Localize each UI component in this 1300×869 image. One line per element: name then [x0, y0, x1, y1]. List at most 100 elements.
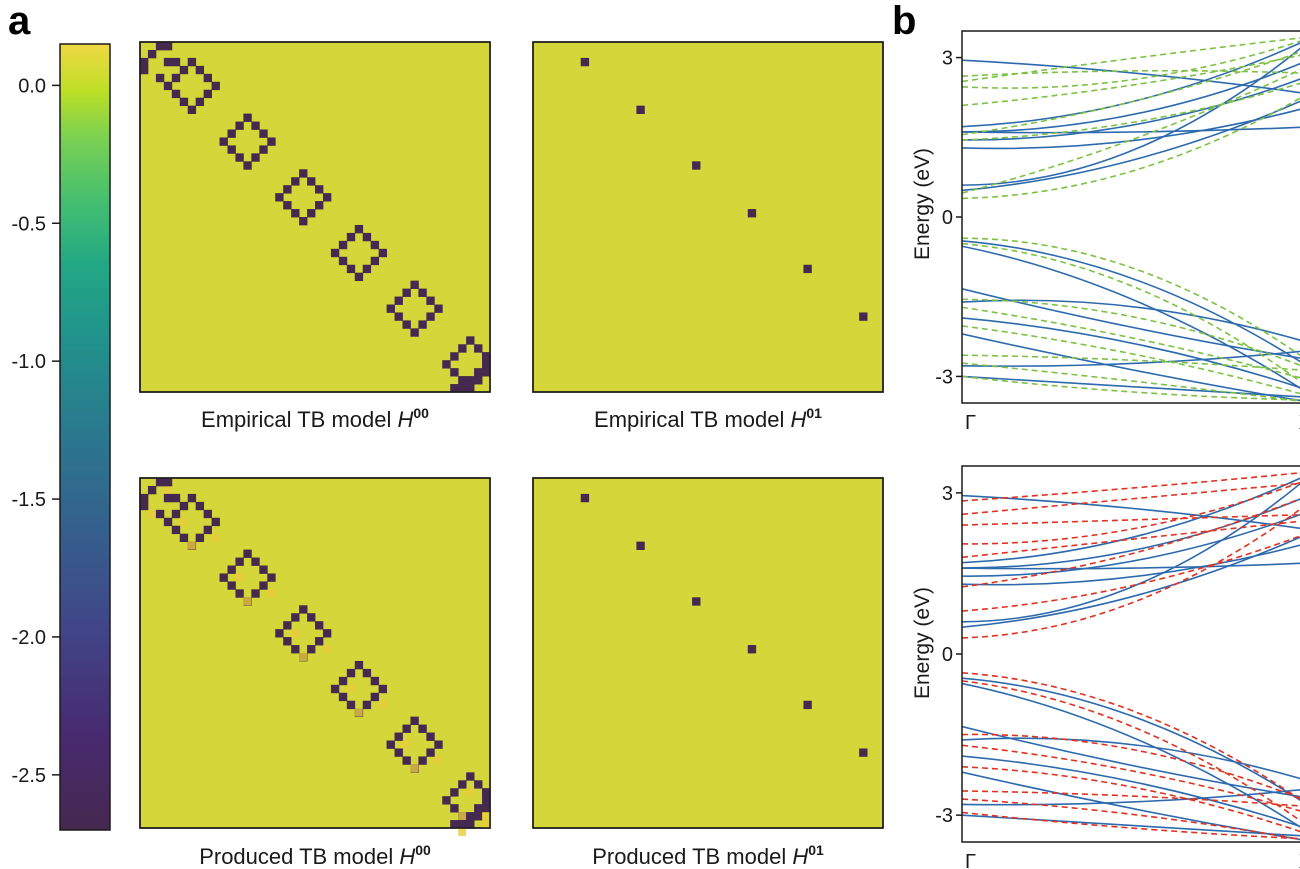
heatmap-cell	[259, 145, 268, 154]
heatmap-cell	[346, 232, 356, 242]
heatmap-cell	[450, 352, 459, 361]
heatmap-cell	[259, 565, 268, 574]
heatmap-cell	[155, 509, 165, 519]
heatmap-cell	[251, 557, 260, 566]
heatmap-cell	[227, 145, 236, 154]
heatmap-noise-cell	[243, 597, 252, 606]
heatmap-cell	[426, 732, 435, 741]
heatmap-cell	[195, 97, 205, 107]
heatmap-cell	[195, 533, 205, 543]
heatmap-cell	[482, 360, 491, 369]
band-line-reference	[962, 682, 1300, 828]
heatmap-cell	[474, 376, 483, 385]
heatmap-cell	[346, 668, 356, 678]
heatmap-cell	[251, 121, 260, 130]
band-ytick-label: 0	[942, 207, 953, 229]
heatmap-cell	[346, 264, 356, 274]
heatmap-cell	[426, 312, 435, 321]
heatmap-cell	[474, 368, 483, 377]
heatmap-cell	[187, 57, 197, 67]
heatmap-noise-cell	[147, 509, 156, 518]
heatmap-cell	[171, 89, 181, 99]
heatmap-cell	[163, 42, 173, 51]
heatmap-cell	[803, 264, 812, 274]
heatmap-cell	[450, 368, 459, 377]
band-line-model	[962, 40, 1300, 89]
heatmap-cell	[203, 525, 212, 535]
heatmap-cell	[259, 129, 268, 138]
heatmap-cell	[426, 296, 435, 305]
heatmap-cell	[147, 485, 157, 495]
band-line-model	[962, 82, 1300, 141]
heatmap-cell	[338, 692, 348, 702]
heatmap-cell	[474, 344, 483, 353]
heatmap-cell	[203, 509, 212, 519]
heatmap-cell	[692, 597, 701, 606]
heatmap-cell	[163, 57, 173, 67]
heatmap-cell	[227, 581, 236, 590]
heatmap-noise-cell	[402, 740, 411, 749]
heatmap-noise-cell	[378, 700, 387, 709]
heatmap-cell	[378, 684, 387, 694]
heatmap-cell	[147, 49, 157, 59]
heatmap-cell	[283, 621, 292, 630]
band-line-reference	[962, 513, 1300, 577]
heatmap-cell	[299, 217, 308, 226]
heatmap-cell	[410, 280, 419, 289]
heatmap-cell	[211, 517, 220, 527]
heatmap-cell	[450, 788, 459, 797]
heatmap-cell	[402, 288, 411, 297]
heatmap-cell	[394, 732, 403, 741]
band-line-reference	[962, 62, 1300, 133]
heatmap-cell	[458, 820, 467, 829]
heatmap-cell	[251, 589, 260, 598]
heatmap-noise-cell	[187, 541, 196, 550]
heatmap-cell	[442, 360, 451, 369]
heatmap-cell	[362, 668, 372, 678]
heatmap-cell	[466, 820, 475, 829]
heatmap-cell	[203, 89, 212, 99]
heatmap-cell	[243, 113, 252, 122]
band-line-reference	[962, 108, 1300, 150]
band-line-model	[962, 744, 1300, 812]
band-xtick-gamma: Γ	[965, 851, 976, 869]
heatmap-cell	[219, 573, 228, 582]
heatmap-cell	[466, 384, 475, 393]
band-line-model	[962, 733, 1300, 800]
panel-b-label: b	[892, 0, 916, 43]
heatmap-cell	[179, 501, 189, 511]
heatmap-cell	[243, 161, 252, 170]
heatmap-cell	[442, 796, 451, 805]
heatmap-cell	[450, 804, 459, 813]
caption-empirical-h01: Empirical TB model H01	[594, 405, 822, 432]
heatmap-cell	[140, 493, 149, 503]
heatmap-produced-h01	[532, 477, 884, 829]
caption-empirical-h00: Empirical TB model H00	[201, 405, 429, 432]
heatmap-cell	[803, 700, 812, 710]
heatmap-cell	[370, 676, 380, 686]
band-line-reference	[962, 126, 1300, 134]
heatmap-frame	[532, 477, 884, 829]
heatmap-cell	[482, 804, 491, 813]
heatmap-cell	[338, 240, 348, 250]
colorbar-tick-label: -2.5	[12, 765, 46, 787]
band-ytick-label: 3	[942, 483, 953, 505]
heatmap-cell	[235, 589, 244, 598]
heatmap-cell	[219, 137, 228, 146]
heatmap-noise-cell	[482, 812, 490, 821]
colorbar: 0.0 -0.5 -1.0 -1.5 -2.0 -2.5	[12, 43, 111, 831]
band-line-model	[962, 237, 1300, 357]
heatmap-cell	[338, 256, 348, 266]
panel-a-label: a	[8, 0, 31, 43]
heatmap-cell	[354, 272, 364, 282]
heatmap-cell	[346, 700, 356, 710]
heatmap-cell	[155, 42, 165, 51]
heatmap-cell	[211, 81, 220, 91]
heatmap-cell	[163, 81, 173, 91]
band-line-reference	[962, 677, 1300, 802]
colorbar-ticks: 0.0 -0.5 -1.0 -1.5 -2.0 -2.5	[12, 75, 60, 787]
heatmap-cell	[307, 613, 316, 622]
band-xtick-gamma: Γ	[965, 412, 976, 434]
heatmap-cell	[267, 573, 276, 582]
